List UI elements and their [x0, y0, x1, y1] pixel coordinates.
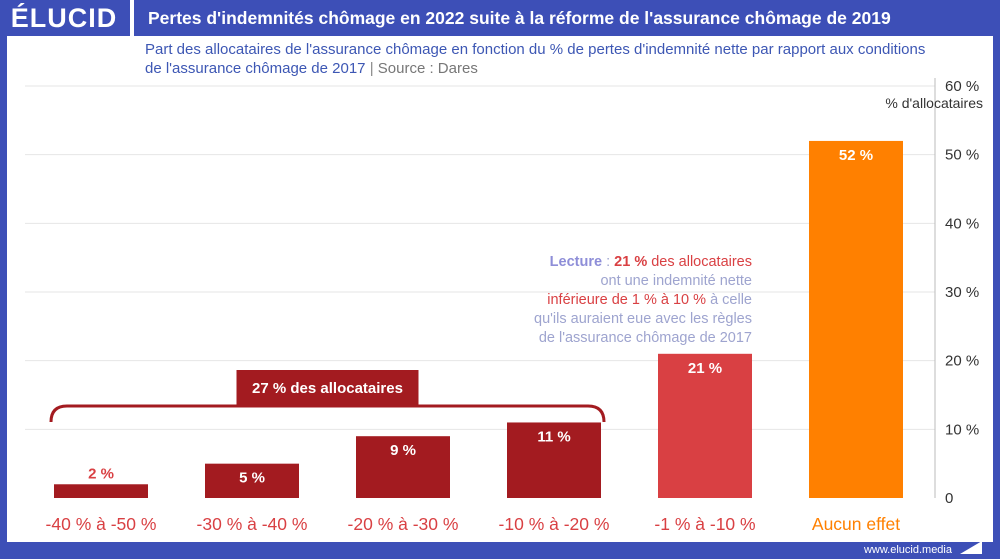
annotation-text: : [602, 254, 614, 270]
bar [54, 484, 148, 498]
annotation-line: Lecture : 21 % des allocataires [550, 254, 752, 270]
y-tick-label: 20 % [945, 353, 979, 370]
group-bracket [49, 404, 606, 423]
data-label: 11 % [537, 428, 570, 445]
logo-divider [130, 0, 134, 36]
annotation-text: inférieure de 1 % à 10 % [547, 292, 706, 308]
chart-subtitle: Part des allocataires de l'assurance chô… [145, 40, 945, 78]
bar [658, 353, 752, 498]
chart-source: Source : Dares [377, 60, 478, 77]
annotation-line: inférieure de 1 % à 10 % à celle [547, 292, 752, 308]
y-axis-title: % d'allocataires [885, 95, 983, 111]
data-label: 21 % [688, 360, 722, 377]
bar [356, 436, 450, 498]
bar-chart: 0 10 % 20 % 30 % 40 % 50 % 60 %% d'allocataire… [25, 78, 983, 534]
x-tick-label: -1 % à -10 % [654, 514, 755, 534]
bar [205, 463, 299, 498]
subtitle-text: Part des allocataires de l'assurance chô… [145, 41, 926, 77]
data-label: 5 % [239, 470, 265, 487]
annotation-text: qu'ils auraient eue avec les règles [534, 311, 752, 327]
footer-url: www.elucid.media [863, 544, 952, 556]
annotation-text: ont une indemnité nette [600, 273, 752, 289]
x-tick-label: -40 % à -50 % [46, 514, 157, 534]
x-tick-label: -30 % à -40 % [197, 514, 308, 534]
data-label: 2 % [88, 465, 114, 482]
y-tick-label: 40 % [945, 215, 979, 232]
source-separator: | [369, 60, 374, 77]
y-tick-label: 10 % [945, 421, 979, 438]
annotation-line: de l'assurance chômage de 2017 [539, 330, 752, 346]
y-tick-label: 30 % [945, 284, 979, 301]
annotation-line: qu'ils auraient eue avec les règles [534, 311, 752, 327]
x-tick-label: -20 % à -30 % [348, 514, 459, 534]
y-tick-label: 50 % [945, 147, 979, 164]
annotation-line: ont une indemnité nette [600, 273, 752, 289]
annotation-text: 21 % [614, 254, 647, 270]
x-tick-label: Aucun effet [812, 514, 900, 534]
elucid-logo: ÉLUCID [10, 3, 118, 33]
bar [507, 422, 601, 498]
annotation-text: de l'assurance chômage de 2017 [539, 330, 752, 346]
annotation-text: à celle [706, 292, 752, 308]
bar [809, 140, 903, 498]
elucid-mark-icon [960, 541, 982, 554]
y-tick-label: 60 % [945, 78, 979, 95]
group-label: 27 % des allocataires [252, 380, 403, 397]
annotation-text: des allocataires [647, 254, 752, 270]
chart-title: Pertes d'indemnités chômage en 2022 suit… [148, 8, 891, 28]
chart-panel: Part des allocataires de l'assurance chô… [7, 36, 993, 542]
x-tick-label: -10 % à -20 % [499, 514, 610, 534]
group-label-box [236, 370, 419, 406]
annotation-text: Lecture [550, 254, 602, 270]
data-label: 52 % [839, 147, 873, 164]
y-tick-label: 0 [945, 490, 953, 507]
data-label: 9 % [390, 442, 416, 459]
header-bar: ÉLUCID Pertes d'indemnités chômage en 20… [0, 0, 1000, 36]
